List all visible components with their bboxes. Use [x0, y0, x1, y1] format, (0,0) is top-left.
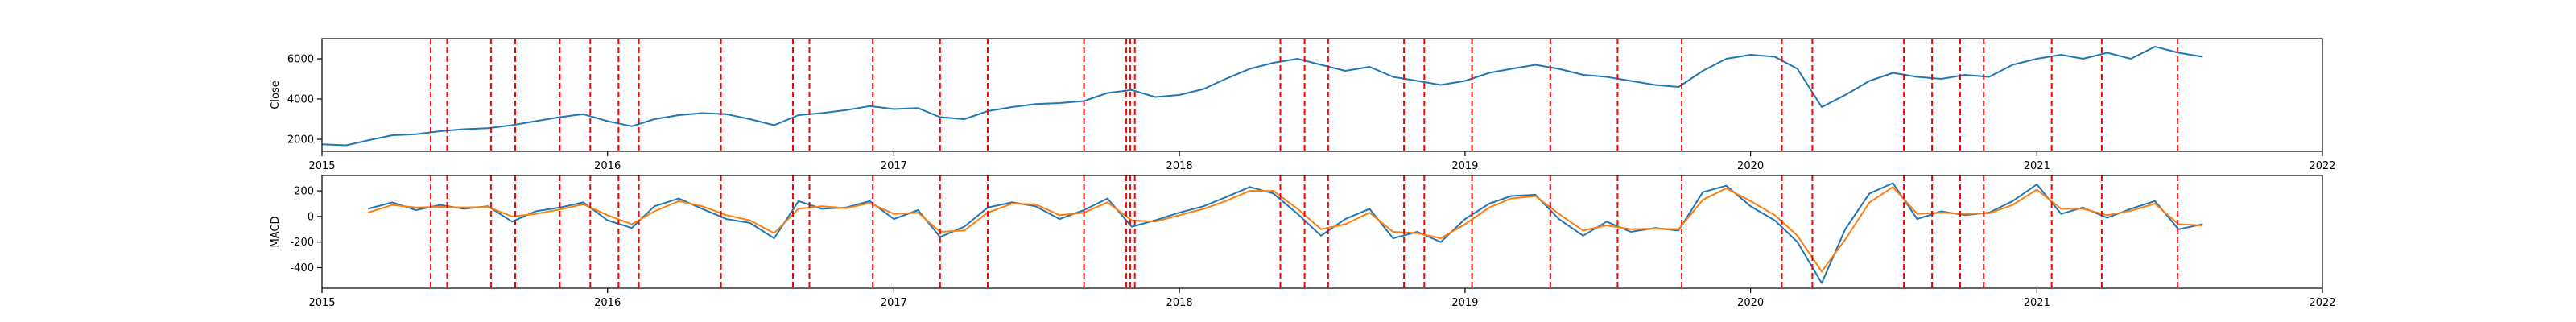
- series-line-2: [367, 186, 2203, 273]
- axes-frame: [321, 175, 2323, 289]
- y-tick-label: 4000: [287, 94, 314, 106]
- x-tick-label: 2015: [308, 160, 335, 172]
- x-tick-label: 2020: [1737, 297, 1764, 309]
- plot-area: [322, 39, 2203, 151]
- y-axis-label: Close: [270, 80, 282, 109]
- x-tick-label: 2015: [308, 297, 335, 309]
- plot-area: [367, 175, 2203, 288]
- close-price-panel: 2000 4000 6000 2015 2016 2017 2018 2019 2020 2021…: [270, 38, 2336, 172]
- y-tick-label: 0: [308, 211, 314, 223]
- y-tick-label: 2000: [287, 134, 314, 147]
- x-tick-label: 2020: [1737, 160, 1764, 172]
- y-tick-label: -400: [290, 262, 314, 275]
- x-tick-label: 2021: [2024, 297, 2050, 309]
- x-tick-label: 2019: [1451, 160, 1478, 172]
- y-tick-label: -200: [290, 237, 314, 249]
- x-tick-label: 2018: [1166, 297, 1193, 309]
- macd-panel: -400 -200 0 200 2015 2016 2017 2018 2019 2020 2021…: [270, 175, 2336, 309]
- x-tick-label: 2016: [594, 297, 621, 309]
- x-tick-label: 2022: [2309, 160, 2335, 172]
- y-tick-label: 6000: [287, 54, 314, 66]
- x-tick-label: 2017: [881, 160, 907, 172]
- y-axis-label: MACD: [270, 217, 282, 248]
- x-tick-label: 2017: [881, 297, 907, 309]
- axes-frame: [321, 38, 2323, 152]
- y-tick-label: 200: [294, 186, 314, 198]
- x-tick-label: 2018: [1166, 160, 1193, 172]
- series-line-1: [322, 46, 2203, 147]
- series-line-1: [368, 182, 2203, 284]
- x-tick-label: 2022: [2309, 297, 2335, 309]
- x-tick-label: 2021: [2024, 160, 2050, 172]
- x-tick-label: 2016: [594, 160, 621, 172]
- x-tick-label: 2019: [1451, 297, 1478, 309]
